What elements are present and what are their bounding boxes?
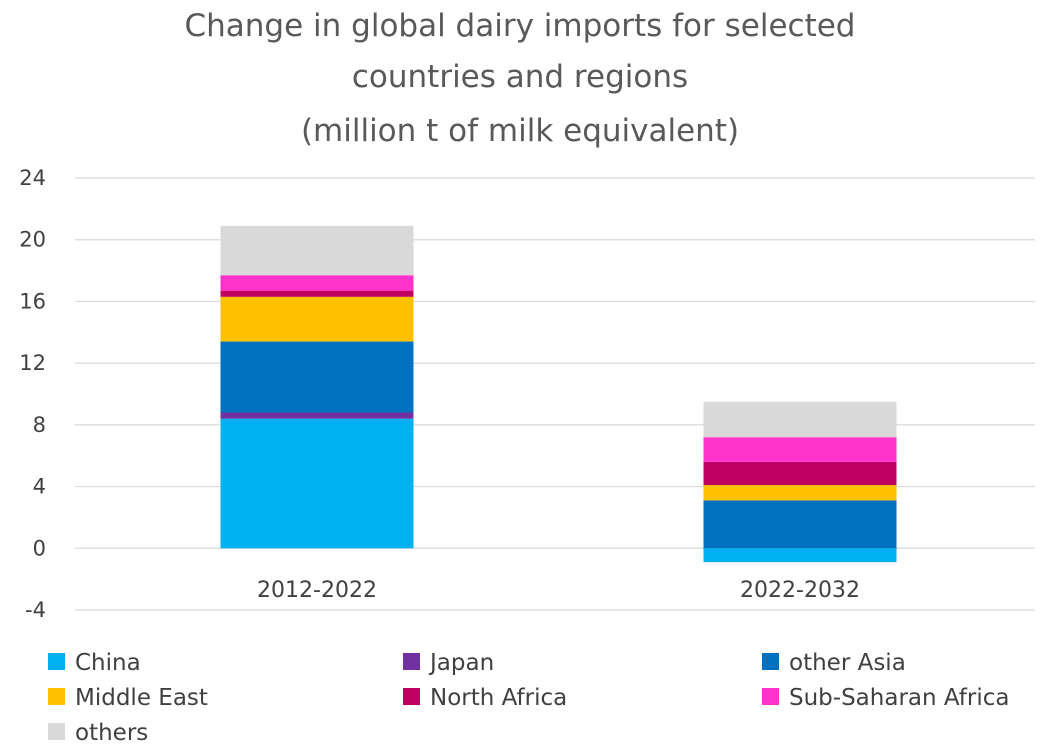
bar-segment <box>220 296 414 342</box>
chart-title-line-2: countries and regions <box>351 59 689 95</box>
bar-segment <box>703 500 897 549</box>
y-tick-label: -4 <box>25 598 46 622</box>
bar-segment <box>703 437 897 462</box>
bar-segment <box>220 225 414 276</box>
bar-segment <box>220 290 414 297</box>
legend-label: Sub-Saharan Africa <box>789 685 1009 711</box>
y-tick-label: 16 <box>19 289 46 313</box>
x-category-label: 2022-2032 <box>740 578 860 603</box>
bar-segment <box>703 401 897 438</box>
x-category-label: 2012-2022 <box>257 578 377 603</box>
y-tick-label: 4 <box>33 475 46 499</box>
y-tick-label: 12 <box>19 351 46 375</box>
bar-segment <box>220 275 414 291</box>
bar-segment <box>703 548 897 563</box>
bar-segment <box>220 412 414 419</box>
y-tick-label: 24 <box>19 166 46 190</box>
bar-segment <box>703 461 897 486</box>
legend-label: North Africa <box>430 685 567 711</box>
legend-swatch <box>403 653 420 670</box>
legend-swatch <box>762 653 779 670</box>
bar-segment <box>703 485 897 501</box>
legend-label: China <box>75 650 141 676</box>
y-tick-label: 8 <box>33 413 46 437</box>
chart-title-line-3: (million t of milk equivalent) <box>300 113 740 149</box>
y-tick-label: 20 <box>19 228 46 252</box>
legend-label: Japan <box>428 650 494 676</box>
legend-swatch <box>403 688 420 705</box>
legend-label: other Asia <box>789 650 906 676</box>
bar-segment <box>220 341 414 413</box>
legend-swatch <box>48 723 65 740</box>
legend-label: Middle East <box>75 685 208 711</box>
chart-title-line-1: Change in global dairy imports for selec… <box>184 8 856 44</box>
bar-segment <box>220 418 414 549</box>
y-tick-label: 0 <box>33 536 46 560</box>
legend-swatch <box>48 688 65 705</box>
legend-swatch <box>762 688 779 705</box>
legend-swatch <box>48 653 65 670</box>
legend-label: others <box>75 720 148 746</box>
